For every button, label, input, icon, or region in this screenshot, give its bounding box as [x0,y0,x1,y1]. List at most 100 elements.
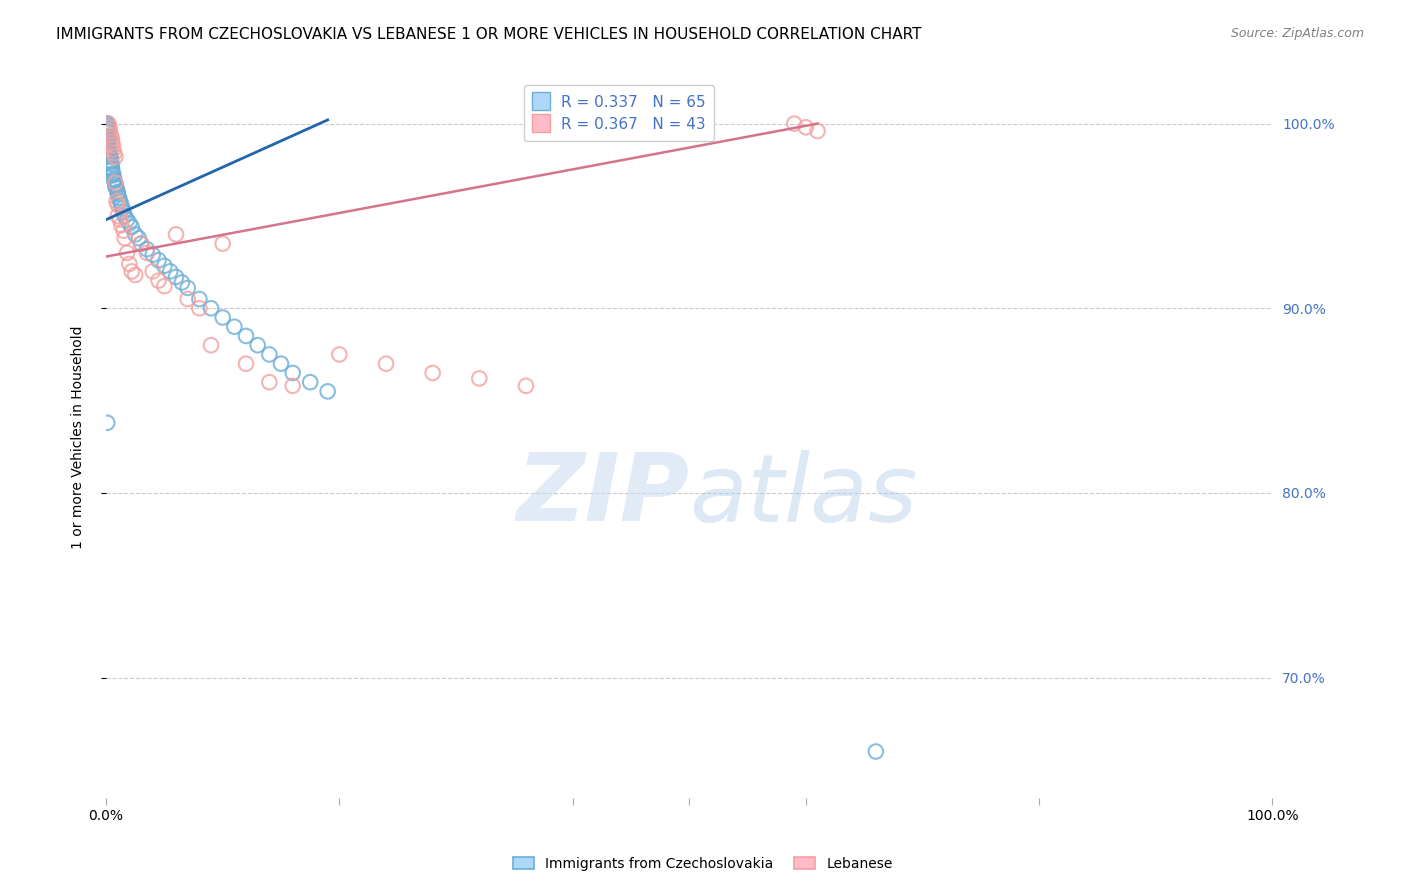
Point [98,120,121,135]
Point [101,166,124,180]
Point [468,371,491,385]
Point [104,178,127,192]
Point [98,145,121,159]
Y-axis label: 1 or more Vehicles in Household: 1 or more Vehicles in Household [72,326,86,549]
Point [128,231,150,245]
Point [114,209,136,223]
Point [211,236,233,251]
Point [103,172,125,186]
Point [100,155,122,169]
Point [97,133,120,147]
Point [115,245,138,260]
Point [107,209,129,223]
Point [281,379,304,393]
Point [259,375,281,389]
Point [96,120,118,135]
Point [235,329,257,343]
Point [100,153,122,168]
Point [104,179,127,194]
Point [281,366,304,380]
Point [170,276,193,290]
Point [96,416,118,430]
Legend: Immigrants from Czechoslovakia, Lebanese: Immigrants from Czechoslovakia, Lebanese [508,851,898,876]
Point [515,379,537,393]
Point [101,161,124,175]
Point [98,143,121,157]
Point [783,117,806,131]
Point [110,218,132,232]
Point [101,138,124,153]
Point [101,169,124,183]
Point [97,140,120,154]
Point [153,259,176,273]
Point [142,248,165,262]
Point [124,268,146,282]
Point [177,292,200,306]
Point [165,227,187,242]
Point [98,124,121,138]
Point [316,384,339,399]
Point [111,202,134,216]
Point [101,131,124,145]
Point [135,245,157,260]
Point [104,150,127,164]
Point [98,148,121,162]
Point [200,301,222,316]
Point [124,227,146,242]
Point [96,119,118,133]
Point [224,319,246,334]
Point [235,357,257,371]
Point [135,242,157,256]
Point [865,744,887,758]
Point [115,212,138,227]
Point [101,143,124,157]
Point [121,220,143,235]
Point [96,122,118,136]
Point [112,224,135,238]
Point [794,120,817,135]
Point [98,146,121,161]
Point [104,176,127,190]
Legend: R = 0.337   N = 65, R = 0.367   N = 43: R = 0.337 N = 65, R = 0.367 N = 43 [524,85,714,142]
Point [103,174,125,188]
Point [97,138,120,153]
Point [112,205,135,219]
Point [328,347,350,361]
Point [96,124,118,138]
Point [96,126,118,140]
Point [97,131,120,145]
Point [107,198,129,212]
Point [101,157,124,171]
Point [246,338,269,352]
Point [211,310,233,325]
Point [96,117,118,131]
Point [108,190,131,204]
Point [165,269,187,284]
Point [129,236,152,251]
Point [105,181,128,195]
Point [188,292,211,306]
Point [97,135,120,149]
Point [188,301,211,316]
Point [96,117,118,131]
Text: ZIP: ZIP [516,450,689,541]
Point [129,236,152,251]
Point [100,150,122,164]
Point [107,185,129,199]
Point [114,231,136,245]
Point [96,129,118,144]
Point [142,264,165,278]
Point [118,257,141,271]
Point [270,357,292,371]
Point [110,198,132,212]
Point [422,366,444,380]
Point [101,135,124,149]
Point [153,279,176,293]
Point [121,264,143,278]
Point [200,338,222,352]
Point [148,274,170,288]
Point [375,357,398,371]
Point [100,128,122,142]
Text: atlas: atlas [689,450,918,541]
Point [101,162,124,177]
